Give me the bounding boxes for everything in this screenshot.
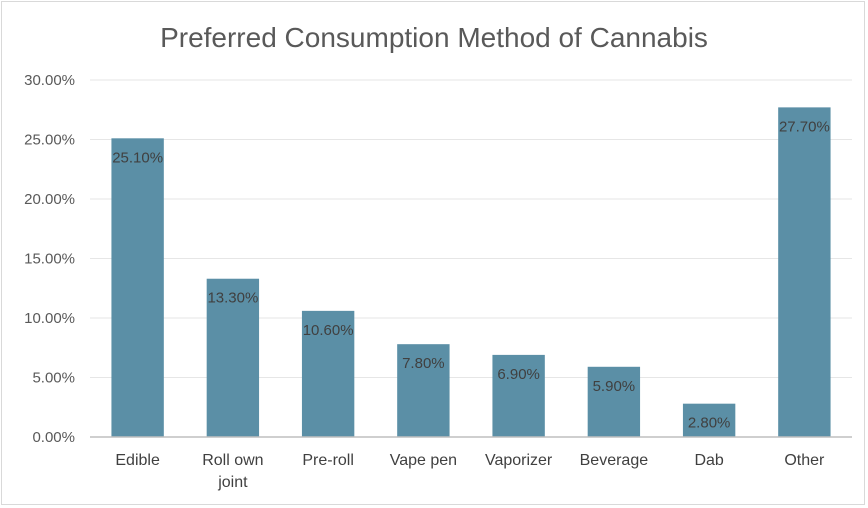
x-category-label: Beverage — [580, 452, 649, 469]
bar — [111, 138, 164, 437]
data-labels: 25.10% 13.30% 10.60% 7.80% 6.90% 5.90% 2.80% 27… — [112, 118, 830, 431]
y-tick-label: 0.00% — [32, 429, 75, 446]
bar — [682, 403, 736, 437]
data-label: 25.10% — [112, 149, 163, 166]
data-label: 2.80% — [688, 415, 731, 432]
x-category-label: Roll own joint — [202, 452, 263, 491]
bar — [587, 366, 641, 437]
bar — [397, 344, 450, 437]
y-tick-label: 25.00% — [24, 132, 75, 149]
bar — [301, 310, 355, 437]
y-axis-ticks: 0.00% 5.00% 10.00% 15.00% 20.00% 25.00% 30.00% — [24, 72, 75, 446]
data-label: 7.80% — [402, 355, 445, 372]
bar — [206, 278, 260, 437]
x-category-label: Vaporizer — [485, 452, 553, 469]
x-category-label: Dab — [694, 452, 723, 469]
data-label: 13.30% — [207, 290, 258, 307]
bar — [492, 354, 545, 437]
y-tick-label: 15.00% — [24, 251, 75, 268]
data-label: 27.70% — [779, 118, 830, 135]
gridlines — [90, 79, 852, 378]
x-category-label: Other — [784, 452, 825, 469]
y-tick-label: 5.00% — [32, 370, 75, 387]
bars — [111, 107, 831, 438]
y-tick-label: 10.00% — [24, 310, 75, 327]
bar — [778, 107, 831, 438]
x-category-label: Vape pen — [390, 452, 457, 469]
data-label: 5.90% — [593, 378, 636, 395]
x-category-label: Pre-roll — [302, 452, 354, 469]
y-tick-label: 20.00% — [24, 191, 75, 208]
y-tick-label: 30.00% — [24, 72, 75, 89]
data-label: 10.60% — [303, 322, 354, 339]
chart-title: Preferred Consumption Method of Cannabis — [160, 22, 708, 53]
data-label: 6.90% — [497, 366, 540, 383]
x-axis-labels: Edible Roll own joint Pre-roll Vape pen Vapor… — [115, 452, 825, 491]
x-category-label: Edible — [115, 452, 160, 469]
